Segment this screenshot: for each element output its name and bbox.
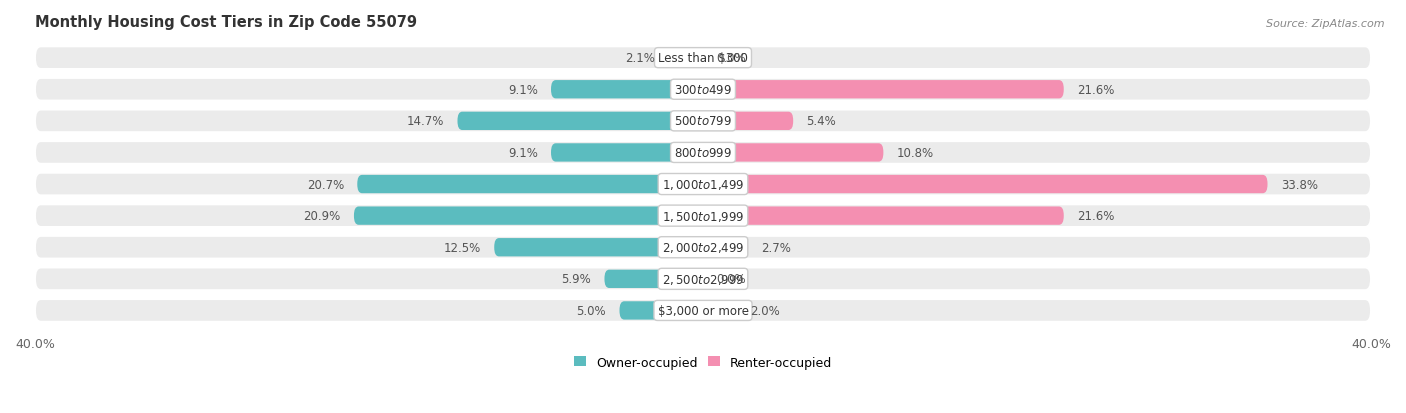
Text: 21.6%: 21.6% [1077,210,1115,223]
FancyBboxPatch shape [457,112,703,131]
Text: 2.7%: 2.7% [762,241,792,254]
FancyBboxPatch shape [620,301,703,320]
Text: 5.4%: 5.4% [807,115,837,128]
FancyBboxPatch shape [703,207,1064,225]
Text: $500 to $799: $500 to $799 [673,115,733,128]
Text: $1,000 to $1,499: $1,000 to $1,499 [662,178,744,192]
Text: 9.1%: 9.1% [508,83,537,97]
Text: 0.0%: 0.0% [717,273,747,286]
Text: 12.5%: 12.5% [444,241,481,254]
Text: 14.7%: 14.7% [406,115,444,128]
FancyBboxPatch shape [703,176,1268,194]
Text: 10.8%: 10.8% [897,147,934,159]
Text: $1,500 to $1,999: $1,500 to $1,999 [662,209,744,223]
Text: 33.8%: 33.8% [1281,178,1317,191]
Legend: Owner-occupied, Renter-occupied: Owner-occupied, Renter-occupied [568,351,838,374]
Text: 20.7%: 20.7% [307,178,344,191]
FancyBboxPatch shape [495,238,703,257]
FancyBboxPatch shape [668,50,703,68]
FancyBboxPatch shape [35,142,1371,164]
Text: Monthly Housing Cost Tiers in Zip Code 55079: Monthly Housing Cost Tiers in Zip Code 5… [35,15,418,30]
FancyBboxPatch shape [35,110,1371,133]
FancyBboxPatch shape [35,236,1371,259]
FancyBboxPatch shape [35,173,1371,196]
Text: 21.6%: 21.6% [1077,83,1115,97]
FancyBboxPatch shape [703,144,883,162]
FancyBboxPatch shape [551,144,703,162]
FancyBboxPatch shape [605,270,703,288]
Text: $3,000 or more: $3,000 or more [658,304,748,317]
Text: $800 to $999: $800 to $999 [673,147,733,159]
FancyBboxPatch shape [551,81,703,99]
Text: 5.0%: 5.0% [576,304,606,317]
Text: 0.0%: 0.0% [717,52,747,65]
FancyBboxPatch shape [357,176,703,194]
FancyBboxPatch shape [703,301,737,320]
FancyBboxPatch shape [35,47,1371,70]
Text: 20.9%: 20.9% [304,210,340,223]
FancyBboxPatch shape [35,268,1371,290]
FancyBboxPatch shape [354,207,703,225]
FancyBboxPatch shape [35,299,1371,322]
FancyBboxPatch shape [703,238,748,257]
Text: $300 to $499: $300 to $499 [673,83,733,97]
Text: 5.9%: 5.9% [561,273,591,286]
Text: $2,000 to $2,499: $2,000 to $2,499 [662,241,744,255]
Text: 9.1%: 9.1% [508,147,537,159]
Text: Source: ZipAtlas.com: Source: ZipAtlas.com [1267,19,1385,28]
FancyBboxPatch shape [35,79,1371,101]
Text: $2,500 to $2,999: $2,500 to $2,999 [662,272,744,286]
Text: 2.1%: 2.1% [624,52,655,65]
FancyBboxPatch shape [35,205,1371,228]
FancyBboxPatch shape [703,112,793,131]
FancyBboxPatch shape [703,81,1064,99]
Text: Less than $300: Less than $300 [658,52,748,65]
Text: 2.0%: 2.0% [749,304,779,317]
